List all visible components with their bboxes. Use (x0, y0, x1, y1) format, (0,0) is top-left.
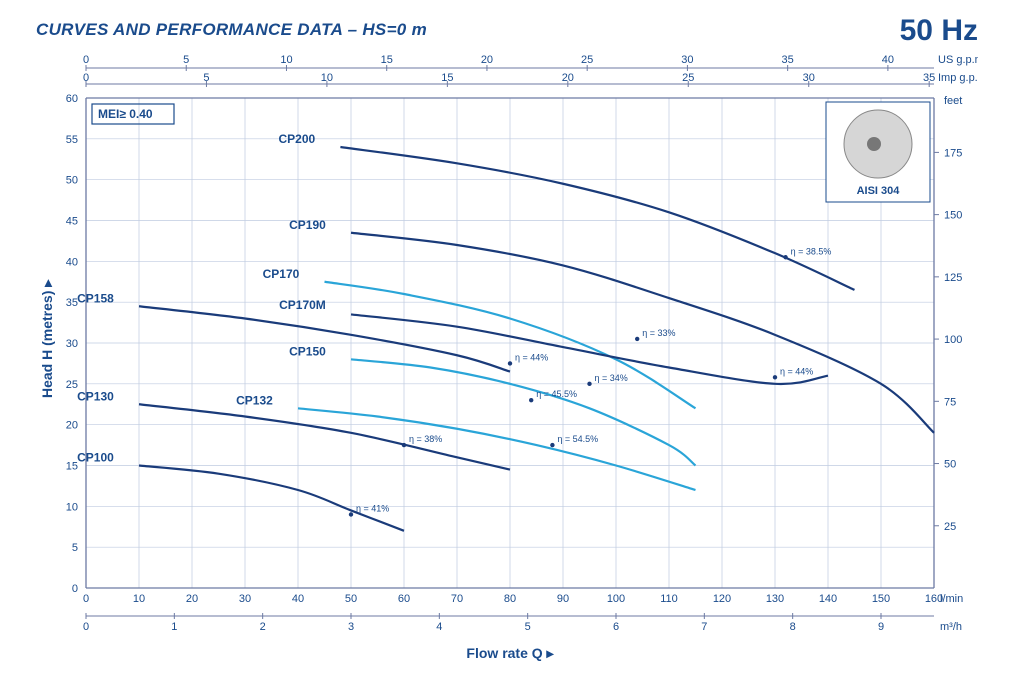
svg-text:5: 5 (183, 54, 189, 66)
svg-text:30: 30 (803, 72, 815, 84)
chart-title: CURVES AND PERFORMANCE DATA – HS=0 m (36, 20, 427, 39)
svg-text:3: 3 (348, 621, 354, 633)
svg-text:40: 40 (292, 593, 304, 605)
svg-text:1: 1 (171, 621, 177, 633)
svg-text:l/min: l/min (940, 593, 963, 605)
svg-text:η = 44%: η = 44% (515, 352, 548, 362)
svg-text:15: 15 (381, 54, 393, 66)
svg-text:7: 7 (701, 621, 707, 633)
svg-text:15: 15 (441, 72, 453, 84)
svg-text:η = 41%: η = 41% (356, 504, 389, 514)
svg-text:5: 5 (72, 542, 78, 554)
svg-text:120: 120 (713, 593, 731, 605)
svg-text:9: 9 (878, 621, 884, 633)
svg-text:75: 75 (944, 396, 956, 408)
svg-text:20: 20 (481, 54, 493, 66)
performance-chart: 0102030405060708090100110120130140150160… (38, 54, 978, 684)
svg-text:0: 0 (83, 593, 89, 605)
svg-text:30: 30 (239, 593, 251, 605)
svg-text:100: 100 (944, 334, 962, 346)
svg-text:4: 4 (436, 621, 442, 633)
svg-text:CP190: CP190 (289, 218, 326, 232)
svg-text:25: 25 (944, 521, 956, 533)
svg-text:CP132: CP132 (236, 393, 273, 407)
svg-text:30: 30 (681, 54, 693, 66)
svg-text:25: 25 (682, 72, 694, 84)
svg-text:AISI 304: AISI 304 (857, 185, 901, 197)
svg-text:η = 38.5%: η = 38.5% (791, 246, 832, 256)
svg-text:m³/h: m³/h (940, 621, 962, 633)
svg-text:Head H (metres) ▸: Head H (metres) ▸ (39, 279, 55, 398)
svg-text:6: 6 (613, 621, 619, 633)
svg-text:2: 2 (260, 621, 266, 633)
svg-text:80: 80 (504, 593, 516, 605)
svg-text:η = 38%: η = 38% (409, 434, 442, 444)
svg-text:45: 45 (66, 216, 78, 228)
svg-text:130: 130 (766, 593, 784, 605)
svg-text:5: 5 (525, 621, 531, 633)
svg-text:CP100: CP100 (77, 451, 114, 465)
svg-text:η = 33%: η = 33% (642, 328, 675, 338)
svg-text:150: 150 (872, 593, 890, 605)
svg-text:Imp g.p.m.: Imp g.p.m. (938, 72, 978, 84)
svg-text:20: 20 (186, 593, 198, 605)
svg-text:feet: feet (944, 95, 962, 107)
chart-svg: 0102030405060708090100110120130140150160… (38, 54, 978, 684)
chart-header: CURVES AND PERFORMANCE DATA – HS=0 m 50 … (36, 20, 978, 48)
svg-text:0: 0 (83, 72, 89, 84)
svg-text:50: 50 (66, 175, 78, 187)
svg-text:10: 10 (66, 501, 78, 513)
svg-text:140: 140 (819, 593, 837, 605)
svg-text:30: 30 (66, 338, 78, 350)
svg-text:η = 44%: η = 44% (780, 366, 813, 376)
svg-text:110: 110 (660, 593, 678, 605)
svg-text:CP130: CP130 (77, 389, 114, 403)
svg-text:50: 50 (345, 593, 357, 605)
svg-text:70: 70 (451, 593, 463, 605)
frequency-label: 50 Hz (900, 14, 978, 48)
svg-text:CP150: CP150 (289, 344, 326, 358)
svg-text:25: 25 (581, 54, 593, 66)
svg-text:40: 40 (882, 54, 894, 66)
svg-text:150: 150 (944, 210, 962, 222)
svg-text:8: 8 (790, 621, 796, 633)
svg-text:20: 20 (66, 420, 78, 432)
svg-text:35: 35 (782, 54, 794, 66)
svg-text:100: 100 (607, 593, 625, 605)
svg-text:55: 55 (66, 134, 78, 146)
svg-text:0: 0 (83, 54, 89, 66)
svg-text:CP158: CP158 (77, 291, 114, 305)
svg-text:20: 20 (562, 72, 574, 84)
svg-text:90: 90 (557, 593, 569, 605)
svg-text:η = 54.5%: η = 54.5% (557, 434, 598, 444)
svg-text:η = 34%: η = 34% (595, 373, 628, 383)
svg-text:125: 125 (944, 272, 962, 284)
svg-text:10: 10 (133, 593, 145, 605)
svg-text:CP170M: CP170M (279, 298, 326, 312)
svg-text:35: 35 (923, 72, 935, 84)
svg-text:0: 0 (83, 621, 89, 633)
svg-text:60: 60 (66, 93, 78, 105)
svg-text:Flow rate Q ▸: Flow rate Q ▸ (466, 645, 554, 661)
svg-text:175: 175 (944, 147, 962, 159)
svg-text:10: 10 (321, 72, 333, 84)
svg-text:CP170: CP170 (263, 267, 300, 281)
svg-text:0: 0 (72, 583, 78, 595)
svg-text:50: 50 (944, 459, 956, 471)
svg-text:40: 40 (66, 256, 78, 268)
svg-text:10: 10 (280, 54, 292, 66)
svg-text:MEI≥ 0.40: MEI≥ 0.40 (98, 107, 153, 121)
svg-text:CP200: CP200 (278, 132, 315, 146)
svg-text:US g.p.m.: US g.p.m. (938, 54, 978, 66)
svg-text:60: 60 (398, 593, 410, 605)
svg-text:5: 5 (203, 72, 209, 84)
svg-text:η = 45.5%: η = 45.5% (536, 389, 577, 399)
